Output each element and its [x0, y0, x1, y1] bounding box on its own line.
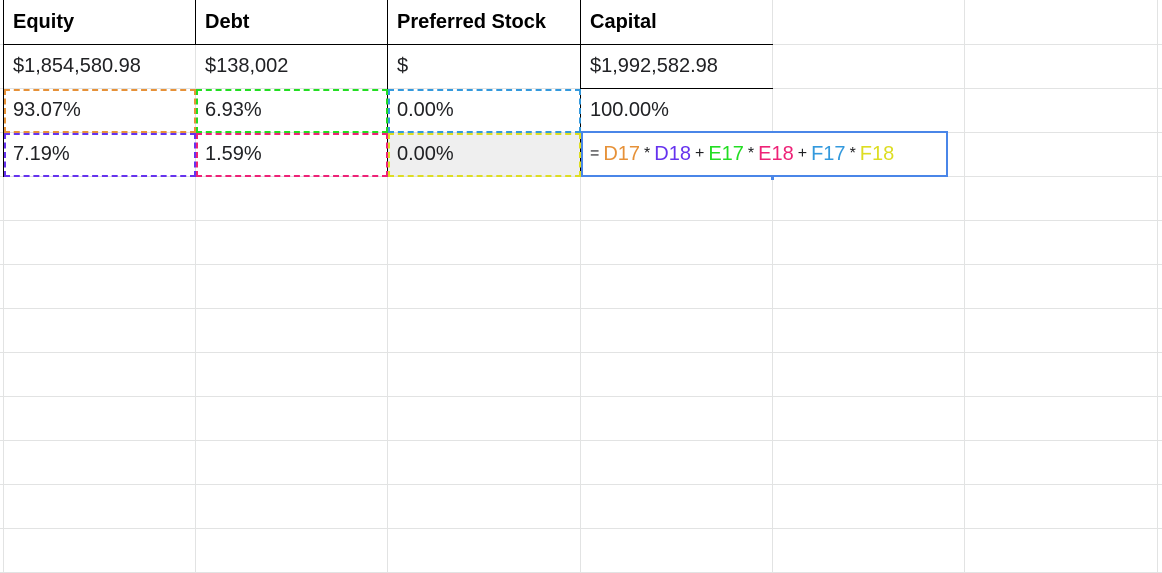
gridline: [0, 308, 1162, 309]
cell-capital-weight[interactable]: 100.00%: [590, 99, 669, 121]
table-border: [580, 88, 773, 89]
cell-capital-value[interactable]: $1,992,582.98: [590, 55, 718, 77]
formula-ref-e18[interactable]: E18: [758, 142, 794, 165]
table-border: [195, 0, 196, 44]
gridline: [580, 0, 581, 573]
formula-ref-f18[interactable]: F18: [859, 142, 895, 165]
table-border: [387, 0, 388, 177]
cell-preferred-cost[interactable]: 0.00%: [388, 133, 580, 176]
formula-editor[interactable]: = D17 * D18 + E17 * E18 + F17 * F18: [581, 131, 948, 177]
formula-ref-d17[interactable]: D17: [603, 142, 641, 165]
gridline: [0, 528, 1162, 529]
formula-ref-d18[interactable]: D18: [654, 142, 691, 165]
formula-operator: +: [797, 145, 808, 162]
cell-debt-cost[interactable]: 1.59%: [205, 143, 262, 165]
gridline: [0, 484, 1162, 485]
cell-preferred-weight[interactable]: 0.00%: [397, 99, 454, 121]
fill-handle[interactable]: [771, 175, 774, 180]
gridline: [0, 264, 1162, 265]
header-capital[interactable]: Capital: [590, 10, 657, 33]
gridline: [195, 0, 196, 573]
gridline: [964, 0, 965, 573]
formula-operator: *: [644, 145, 651, 162]
formula-ref-e17[interactable]: E17: [708, 142, 744, 165]
table-border: [3, 0, 4, 177]
gridline: [0, 220, 1162, 221]
gridline: [0, 440, 1162, 441]
gridline: [0, 352, 1162, 353]
cell-debt-value[interactable]: $138,002: [205, 55, 289, 77]
formula-operator: +: [694, 145, 705, 162]
gridline: [0, 396, 1162, 397]
table-border: [3, 44, 773, 45]
formula-ref-f17[interactable]: F17: [811, 142, 846, 165]
gridline: [3, 0, 4, 573]
cell-equity-value[interactable]: $1,854,580.98: [13, 55, 141, 77]
cell-equity-cost[interactable]: 7.19%: [13, 143, 70, 165]
formula-operator: *: [747, 145, 755, 162]
header-debt[interactable]: Debt: [205, 10, 250, 33]
header-equity[interactable]: Equity: [13, 10, 75, 33]
cell-equity-weight[interactable]: 93.07%: [13, 99, 81, 121]
gridline: [1157, 0, 1158, 573]
formula-operator: *: [849, 145, 856, 162]
cell-debt-weight[interactable]: 6.93%: [205, 99, 262, 121]
gridline: [387, 0, 388, 573]
cell-preferred-value[interactable]: $: [397, 55, 409, 77]
gridline: [772, 0, 773, 573]
header-preferred-stock[interactable]: Preferred Stock: [397, 10, 546, 33]
formula-equals: =: [590, 145, 600, 162]
